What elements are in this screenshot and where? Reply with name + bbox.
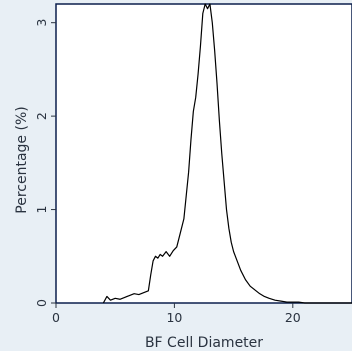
plot-area xyxy=(55,3,352,304)
x-tick-label: 20 xyxy=(285,310,301,325)
series-line xyxy=(102,3,352,304)
x-axis-title: BF Cell Diameter xyxy=(145,335,263,351)
x-tick-label: 10 xyxy=(166,310,182,325)
y-tick-label: 3 xyxy=(34,19,49,27)
y-tick-label: 2 xyxy=(34,112,49,120)
y-tick-label: 0 xyxy=(34,299,49,307)
y-tick-label: 1 xyxy=(34,206,49,214)
y-axis-title: Percentage (%) xyxy=(14,106,30,213)
x-tick-label: 0 xyxy=(52,310,60,325)
axis-ticks: 0 10 20 0 1 2 3 xyxy=(34,19,301,325)
series-layer xyxy=(102,3,352,304)
